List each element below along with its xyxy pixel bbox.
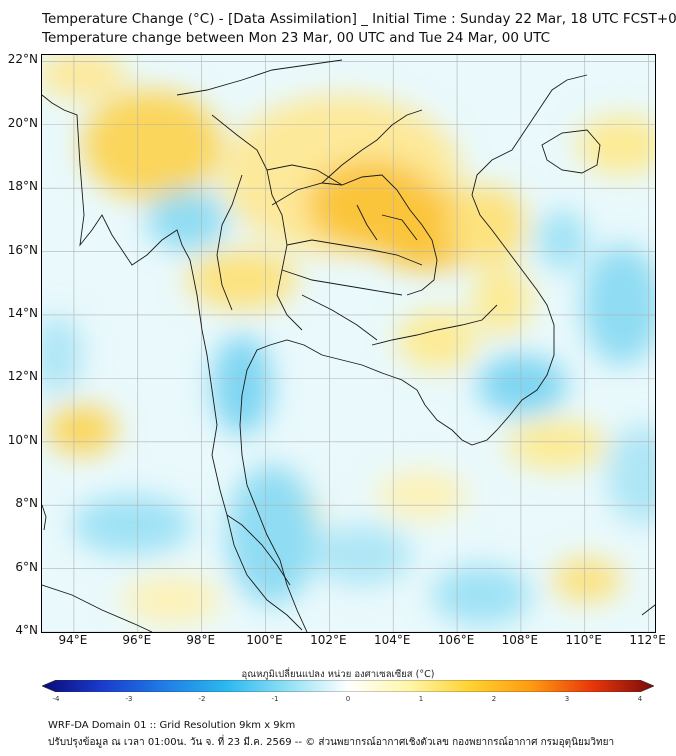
lat-tick-label: 16°N — [7, 242, 38, 257]
colorbar — [42, 680, 654, 692]
lon-tick-label: 112°E — [629, 633, 666, 647]
colorbar-tick-label: 3 — [564, 695, 570, 703]
footer-credit: ปรับปรุงข้อมูล ณ เวลา 01:00น. วัน จ. ที่… — [48, 737, 615, 748]
lat-tick-label: 10°N — [7, 432, 38, 447]
lon-tick-label: 96°E — [122, 633, 152, 647]
lon-tick-label: 100°E — [246, 633, 283, 647]
lon-tick-label: 102°E — [310, 633, 347, 647]
lon-tick-label: 108°E — [501, 633, 539, 647]
lat-tick-label: 14°N — [7, 305, 38, 320]
lat-tick-label: 22°N — [7, 52, 38, 67]
map-panel[interactable] — [41, 54, 656, 633]
colorbar-tick-label: 0 — [345, 695, 351, 703]
colorbar-tick-label: -2 — [198, 695, 206, 703]
lon-tick-label: 110°E — [565, 633, 603, 647]
colorbar-title: อุณหภูมิเปลี่ยนแปลง หน่วย องศาเซลเซียส (… — [241, 669, 435, 680]
lat-lon-gridlines — [42, 55, 655, 632]
lon-tick-label: 98°E — [186, 633, 216, 647]
lat-tick-label: 12°N — [7, 369, 38, 384]
colorbar-tick-label: 2 — [491, 695, 497, 703]
lat-tick-label: 8°N — [15, 496, 38, 511]
chart-subtitle: Temperature change between Mon 23 Mar, 0… — [42, 30, 551, 46]
lat-tick-label: 20°N — [7, 115, 38, 130]
lon-tick-label: 104°E — [373, 633, 411, 647]
footer-model-info: WRF-DA Domain 01 :: Grid Resolution 9km … — [48, 720, 296, 731]
lon-tick-label: 94°E — [58, 633, 88, 647]
chart-title: Temperature Change (°C) - [Data Assimila… — [42, 11, 676, 27]
colorbar-tick-label: 4 — [637, 695, 643, 703]
colorbar-tick-label: -4 — [52, 695, 60, 703]
temperature-change-map — [42, 55, 655, 632]
lat-tick-label: 4°N — [15, 623, 38, 637]
lon-tick-label: 106°E — [437, 633, 475, 647]
lat-tick-label: 6°N — [15, 559, 38, 574]
coastlines-and-borders — [42, 59, 655, 632]
colorbar-tick-label: -1 — [271, 695, 279, 703]
colorbar-tick-label: -3 — [125, 695, 133, 703]
colorbar-tick-label: 1 — [418, 695, 424, 703]
lat-tick-label: 18°N — [7, 179, 38, 194]
